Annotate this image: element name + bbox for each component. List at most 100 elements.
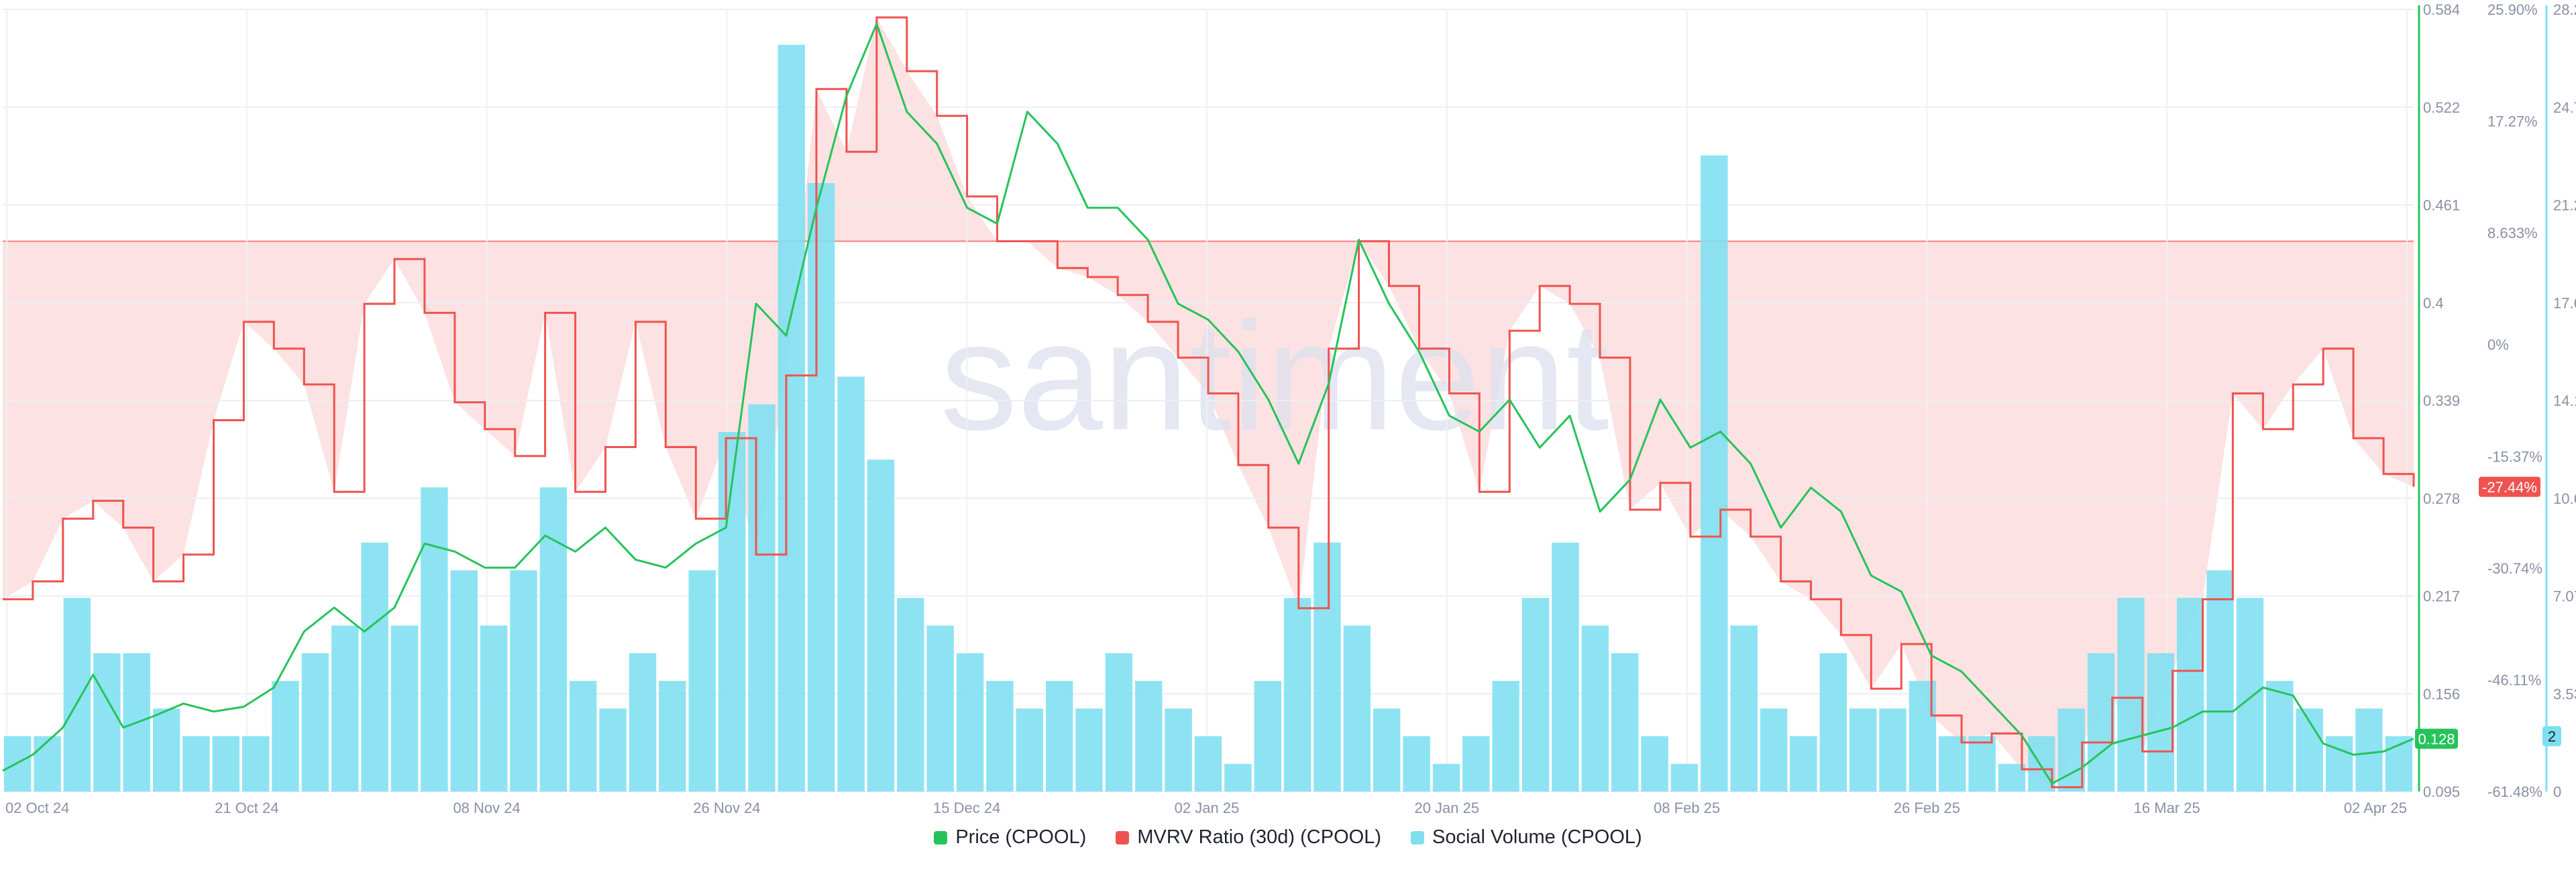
social-volume-bar bbox=[1313, 542, 1341, 792]
social-volume-bar bbox=[510, 570, 537, 792]
social-volume-bar bbox=[212, 736, 239, 792]
price-line-layer bbox=[2, 23, 2414, 785]
social-volume-bar bbox=[1998, 763, 2026, 792]
social-volume-bar bbox=[2355, 708, 2383, 792]
santiment-watermark: santiment bbox=[940, 290, 1609, 462]
social-volume-bar bbox=[1462, 736, 1490, 792]
price-current-badge: 0.128 bbox=[2418, 730, 2455, 747]
social-volume-bar bbox=[152, 708, 180, 792]
social-volume-bar bbox=[2087, 653, 2115, 792]
mvrv-line bbox=[3, 16, 2415, 789]
legend-swatch-social bbox=[1411, 830, 1424, 844]
tick-labels: 0.5840.5220.4610.40.3390.2780.2170.1560.… bbox=[5, 1, 2576, 816]
social-volume-bar bbox=[1611, 653, 1639, 792]
social-volume-bar bbox=[570, 681, 597, 792]
social-volume-bar bbox=[718, 432, 746, 792]
social-volume-bar bbox=[2177, 598, 2204, 792]
mvrv-tick-label: -30.74% bbox=[2487, 560, 2542, 577]
social-volume-bar bbox=[1135, 681, 1163, 792]
price-tick-label: 0.4 bbox=[2423, 294, 2444, 311]
social-volume-bar bbox=[2266, 681, 2294, 792]
mvrv-tick-label: -46.11% bbox=[2487, 671, 2541, 688]
social-volume-bar bbox=[897, 598, 924, 792]
social-volume-bar bbox=[2206, 570, 2234, 792]
social-volume-bar bbox=[1670, 763, 1699, 792]
legend-label-mvrv: MVRV Ratio (30d) (CPOOL) bbox=[1137, 826, 1381, 848]
social-volume-bar bbox=[1046, 681, 1073, 792]
social-volume-bar bbox=[599, 708, 627, 792]
mvrv-tick-label: 8.633% bbox=[2487, 225, 2538, 241]
social-current-badge: 2 bbox=[2548, 728, 2556, 745]
social-volume-bar bbox=[777, 44, 805, 792]
mvrv-tick-label: -15.37% bbox=[2487, 448, 2542, 465]
social-volume-bar bbox=[867, 459, 895, 792]
mvrv-tick-label: 17.27% bbox=[2487, 113, 2538, 130]
mvrv-tick-label: 25.90% bbox=[2487, 1, 2538, 18]
social-volume-bar bbox=[182, 736, 210, 792]
social-volume-bar bbox=[1939, 736, 1966, 792]
social-volume-bar bbox=[1403, 736, 1430, 792]
social-volume-bar bbox=[1552, 542, 1579, 792]
social-volume-bar bbox=[450, 570, 478, 792]
price-line bbox=[2, 23, 2414, 785]
social-volume-bar bbox=[748, 404, 775, 792]
mvrv-tick-label: 0% bbox=[2487, 337, 2509, 353]
social-volume-bar bbox=[837, 376, 865, 792]
mvrv-current-badge: -27.44% bbox=[2482, 479, 2537, 496]
social-tick-label: 17.675 bbox=[2553, 294, 2576, 311]
legend-item-mvrv[interactable]: MVRV Ratio (30d) (CPOOL) bbox=[1116, 826, 1381, 849]
social-volume-bar bbox=[1165, 708, 1192, 792]
price-current-badge-bg bbox=[2415, 728, 2458, 749]
social-volume-bar bbox=[242, 736, 270, 792]
social-tick-label: 28.28 bbox=[2553, 1, 2576, 18]
social-volume-bar bbox=[2117, 598, 2145, 792]
social-volume-bar bbox=[331, 625, 359, 792]
social-volume-bar bbox=[986, 681, 1014, 792]
x-tick-label: 26 Nov 24 bbox=[693, 800, 760, 816]
price-tick-label: 0.339 bbox=[2423, 392, 2460, 409]
social-volume-bar bbox=[1075, 708, 1103, 792]
social-volume-bar bbox=[539, 487, 568, 792]
social-volume-bar bbox=[629, 653, 657, 792]
price-tick-label: 0.095 bbox=[2423, 783, 2460, 800]
social-volume-bar bbox=[390, 625, 419, 792]
social-tick-label: 7.07 bbox=[2553, 588, 2576, 605]
social-tick-label: 10.605 bbox=[2553, 490, 2576, 507]
mvrv-current-badge-bg bbox=[2479, 476, 2540, 497]
social-volume-bar bbox=[956, 653, 984, 792]
legend-item-social[interactable]: Social Volume (CPOOL) bbox=[1411, 826, 1642, 849]
social-volume-bar bbox=[1790, 736, 1817, 792]
price-tick-label: 0.278 bbox=[2423, 490, 2460, 507]
social-volume-bar bbox=[1730, 625, 1758, 792]
social-volume-bar bbox=[421, 487, 448, 792]
social-volume-bar bbox=[1432, 763, 1460, 792]
social-volume-bar bbox=[808, 182, 835, 792]
x-tick-label: 21 Oct 24 bbox=[215, 800, 278, 816]
x-tick-label: 02 Apr 25 bbox=[2344, 800, 2407, 816]
x-tick-label: 02 Jan 25 bbox=[1175, 800, 1240, 816]
price-tick-label: 0.217 bbox=[2423, 588, 2460, 605]
social-volume-bar bbox=[1283, 598, 1311, 792]
social-tick-label: 3.535 bbox=[2553, 686, 2576, 702]
social-volume-bar bbox=[361, 542, 388, 792]
social-volume-bar bbox=[2325, 736, 2353, 792]
price-tick-label: 0.156 bbox=[2423, 686, 2460, 702]
social-volume-bars bbox=[4, 44, 2412, 792]
social-volume-bar bbox=[1343, 625, 1371, 792]
social-volume-bar bbox=[1521, 598, 1550, 792]
social-volume-bar bbox=[688, 570, 716, 792]
social-volume-bar bbox=[1968, 736, 1996, 792]
x-tick-label: 20 Jan 25 bbox=[1414, 800, 1479, 816]
social-volume-bar bbox=[1254, 681, 1281, 792]
social-volume-bar bbox=[1641, 736, 1668, 792]
social-tick-label: 24.745 bbox=[2553, 99, 2576, 116]
x-tick-label: 16 Mar 25 bbox=[2134, 800, 2200, 816]
social-tick-label: 14.14 bbox=[2553, 392, 2576, 409]
social-volume-bar bbox=[1760, 708, 1788, 792]
social-volume-bar bbox=[301, 653, 329, 792]
social-volume-bar bbox=[1016, 708, 1043, 792]
legend-item-price[interactable]: Price (CPOOL) bbox=[934, 826, 1086, 849]
x-tick-label: 26 Feb 25 bbox=[1894, 800, 1960, 816]
legend-label-price: Price (CPOOL) bbox=[955, 826, 1087, 848]
